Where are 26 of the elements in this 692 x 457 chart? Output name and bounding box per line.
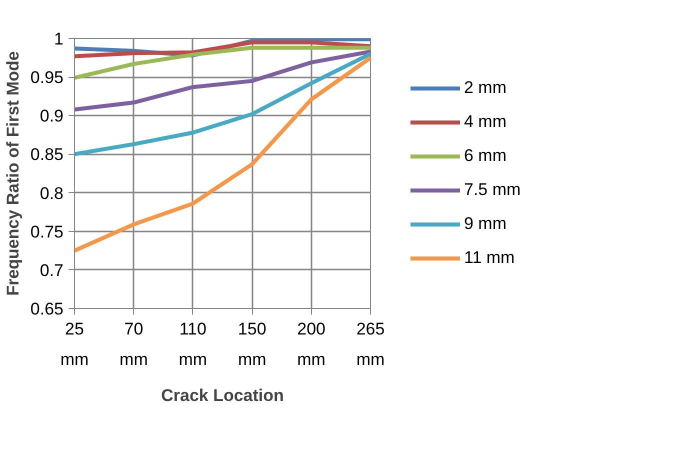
x-tick-label: 70 mm xyxy=(120,320,148,369)
legend-label: 11 mm xyxy=(464,248,515,268)
legend-label: 6 mm xyxy=(464,146,506,166)
line-series xyxy=(74,52,370,156)
legend-label: 4 mm xyxy=(464,112,506,132)
y-axis-title: Frequency Ratio of First Mode xyxy=(3,51,22,296)
y-tick-label: 0.85 xyxy=(30,145,64,164)
line-series xyxy=(74,50,370,112)
y-tick-label: 0.8 xyxy=(40,184,64,203)
y-tick-label: 1 xyxy=(54,30,64,48)
y-tick-label: 0.9 xyxy=(40,106,64,126)
x-axis-title: Crack Location xyxy=(161,386,284,405)
x-tick-label: 25 mm xyxy=(60,320,89,369)
y-tick-label: 0.65 xyxy=(30,300,64,318)
y-tick-label: 0.95 xyxy=(30,68,64,88)
x-tick-label: 150 mm xyxy=(238,320,266,369)
x-tick-label: 265 mm xyxy=(356,320,385,369)
y-tick-label: 0.75 xyxy=(30,222,64,242)
legend-label: 7.5 mm xyxy=(464,180,521,200)
legend-label: 9 mm xyxy=(464,214,506,234)
x-tick-label: 110 mm xyxy=(178,320,208,369)
x-tick-label: 200 mm xyxy=(297,320,326,369)
legend-label: 2 mm xyxy=(464,78,506,98)
y-tick-label: 0.7 xyxy=(40,260,64,280)
line-series xyxy=(74,56,370,253)
line-series xyxy=(74,46,370,80)
